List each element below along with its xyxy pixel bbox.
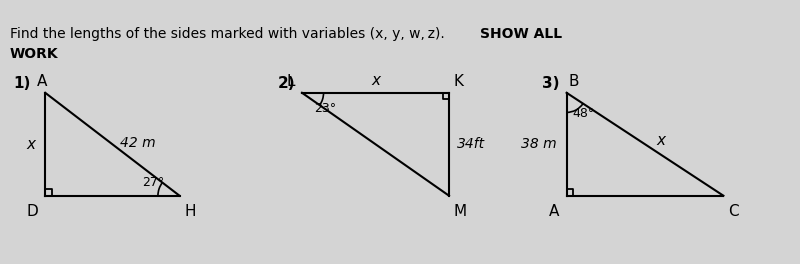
Text: L: L (286, 74, 295, 89)
Text: 3): 3) (542, 76, 560, 91)
Text: 42 m: 42 m (120, 136, 156, 150)
Text: H: H (184, 204, 196, 219)
Text: x: x (26, 137, 35, 152)
Text: M: M (454, 204, 467, 219)
Text: B: B (569, 74, 579, 89)
Text: A: A (37, 74, 47, 89)
Text: 34ft: 34ft (457, 137, 485, 151)
Text: C: C (728, 204, 739, 219)
Text: 1): 1) (13, 76, 30, 91)
Text: 23°: 23° (314, 102, 336, 115)
Text: K: K (454, 74, 464, 89)
Text: WORK: WORK (10, 47, 58, 61)
Text: x: x (371, 73, 380, 88)
Text: SHOW ALL: SHOW ALL (480, 27, 562, 41)
Text: 2): 2) (278, 76, 295, 91)
Text: 38 m: 38 m (521, 137, 557, 151)
Text: 27°: 27° (142, 176, 165, 189)
Text: Find the lengths of the sides marked with variables (x, y, w, z).: Find the lengths of the sides marked wit… (10, 27, 449, 41)
Text: D: D (26, 204, 38, 219)
Text: x: x (657, 133, 666, 148)
Text: A: A (550, 204, 560, 219)
Text: 48°: 48° (573, 106, 594, 120)
